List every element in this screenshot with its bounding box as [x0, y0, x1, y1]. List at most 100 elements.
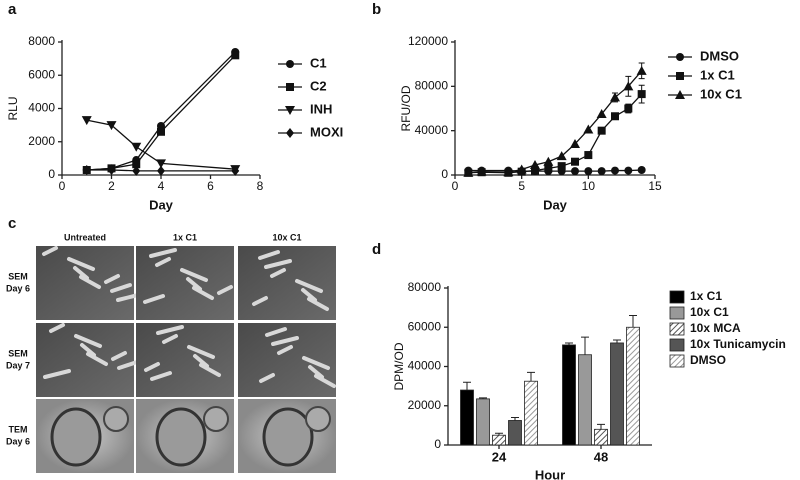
row-label: Day 6 — [6, 436, 30, 446]
marker — [556, 151, 567, 161]
bacillus — [42, 246, 58, 256]
marker — [82, 165, 91, 176]
bacillus — [111, 351, 127, 361]
y-tick-label: 40000 — [415, 123, 449, 137]
panel-letter: a — [8, 1, 17, 18]
bacillus — [199, 363, 221, 377]
legend-label: C1 — [310, 55, 327, 70]
bacillus — [144, 362, 160, 372]
legend-label: 10x MCA — [690, 321, 741, 335]
micrograph — [36, 246, 134, 320]
bacillus — [80, 343, 96, 357]
y-tick-label: 0 — [441, 167, 448, 181]
bacillus — [192, 286, 214, 300]
row-label: SEM — [8, 271, 28, 281]
x-tick-label: 8 — [257, 179, 264, 193]
marker — [584, 167, 593, 176]
legend-marker — [286, 83, 294, 91]
x-tick-label: 6 — [207, 179, 214, 193]
marker — [637, 166, 646, 175]
bar — [578, 354, 592, 446]
x-axis-label: Hour — [535, 467, 565, 480]
column-label: 1x C1 — [173, 232, 197, 242]
x-tick-label: 10 — [582, 179, 596, 193]
legend-label: INH — [310, 101, 332, 116]
legend-marker — [676, 72, 684, 80]
y-tick-label: 120000 — [408, 34, 448, 48]
marker — [107, 165, 116, 176]
marker — [583, 124, 594, 134]
bacillus — [270, 268, 286, 278]
micrograph — [136, 246, 234, 320]
y-tick-label: 4000 — [28, 101, 55, 115]
error-bar — [629, 314, 637, 328]
bacillus — [217, 285, 233, 295]
column-label: Untreated — [64, 232, 106, 242]
x-tick-label: 0 — [452, 179, 459, 193]
legend-marker — [286, 128, 294, 138]
x-tick-label: 15 — [648, 179, 662, 193]
marker — [81, 116, 92, 126]
column-label: 10x C1 — [272, 232, 301, 242]
bacillus — [110, 283, 132, 293]
marker — [624, 104, 633, 113]
micrograph — [238, 323, 336, 397]
series-line — [86, 54, 236, 171]
legend-label: C2 — [310, 78, 327, 93]
bar — [508, 420, 522, 446]
bacillus — [259, 373, 275, 383]
bacillus — [156, 325, 184, 335]
legend-swatch — [669, 306, 685, 320]
x-axis-label: Day — [149, 197, 174, 212]
bacillus — [74, 334, 102, 348]
error-bar — [581, 336, 589, 355]
legend-marker — [675, 90, 685, 99]
legend-label: 10x C1 — [690, 305, 729, 319]
bar — [626, 326, 640, 446]
marker — [156, 159, 166, 169]
series-line — [468, 70, 643, 174]
marker — [597, 167, 606, 176]
y-tick-label: 0 — [434, 437, 441, 451]
bacillus — [43, 369, 71, 379]
y-tick-label: 0 — [48, 167, 55, 181]
marker — [106, 121, 117, 131]
bacillus — [49, 323, 65, 333]
marker — [611, 112, 619, 121]
marker — [596, 109, 607, 119]
marker — [543, 156, 554, 166]
micrograph — [238, 246, 336, 320]
bacillus — [301, 288, 317, 302]
bacillus — [258, 250, 280, 260]
panel-letter: b — [372, 1, 381, 18]
x-tick-label: 2 — [108, 179, 115, 193]
row-label: TEM — [9, 424, 28, 434]
panel-letter: d — [372, 241, 381, 258]
micrograph — [36, 323, 134, 397]
marker — [544, 164, 553, 173]
legend-swatch — [669, 322, 685, 336]
x-tick-label: 5 — [518, 179, 525, 193]
bacillus — [193, 354, 209, 368]
bar — [460, 389, 474, 446]
legend-swatch — [669, 338, 685, 352]
marker — [610, 92, 620, 102]
row-label: Day 7 — [6, 360, 30, 370]
marker — [584, 151, 593, 160]
legend-label: DMSO — [700, 48, 739, 63]
bar — [594, 428, 608, 446]
bacillus — [271, 336, 299, 346]
micrograph-grid: Untreated 1x C1 10x C1 SEM Day 6 SEM Day 7 TEM D… — [6, 232, 336, 473]
bacillus — [73, 266, 89, 280]
error-bar — [613, 339, 621, 343]
marker — [231, 51, 240, 60]
y-tick-label: 8000 — [28, 34, 55, 48]
marker — [571, 157, 579, 166]
marker — [597, 126, 606, 135]
bacillus — [79, 275, 101, 289]
cell-section — [103, 406, 129, 432]
y-tick-label: 40000 — [408, 359, 442, 373]
cell-section — [262, 407, 314, 467]
marker — [231, 165, 240, 176]
